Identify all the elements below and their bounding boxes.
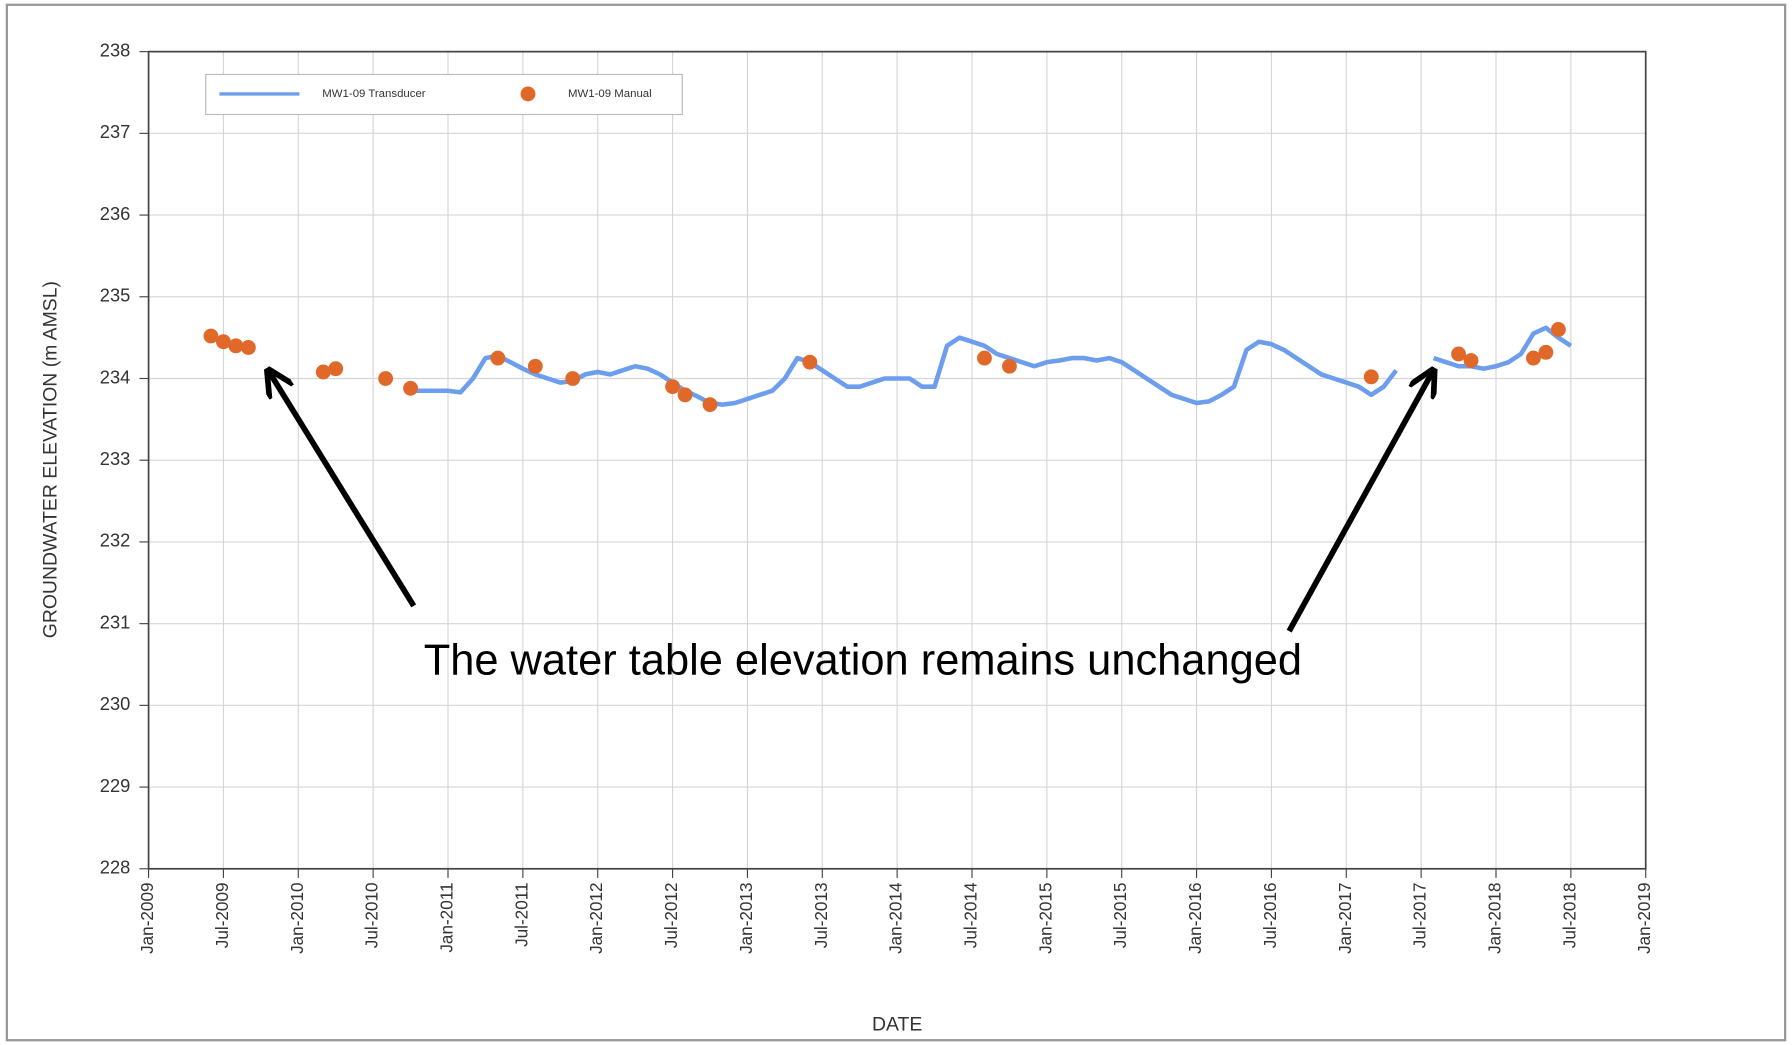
data-point: [702, 397, 718, 413]
data-point: [328, 361, 344, 377]
arrow: [270, 373, 417, 608]
x-tick-label: Jan-2014: [886, 882, 906, 954]
data-point: [1451, 346, 1466, 362]
x-tick-label: Jan-2013: [736, 883, 756, 954]
x-tick-label: Jan-2015: [1035, 883, 1055, 954]
x-tick-label: Jul-2009: [212, 883, 232, 949]
y-tick-label: 238: [100, 39, 130, 60]
y-tick-label: 237: [100, 121, 130, 142]
legend-label: MW1-09 Transducer: [322, 88, 426, 100]
y-tick-label: 236: [100, 203, 130, 224]
y-tick-label: 232: [100, 530, 130, 551]
y-tick-label: 229: [100, 775, 130, 796]
data-point: [665, 379, 680, 395]
x-tick-label: Jan-2012: [586, 883, 606, 954]
data-point: [490, 350, 506, 366]
data-point: [1526, 350, 1541, 366]
x-tick-label: Jan-2018: [1485, 883, 1505, 954]
x-tick-label: Jan-2019: [1634, 883, 1654, 954]
data-point: [203, 328, 219, 344]
x-tick-label: Jan-2010: [287, 883, 307, 954]
x-tick-label: Jul-2013: [811, 883, 831, 949]
y-axis-title: GROUNDWATER ELEVATION (m AMSL): [40, 281, 62, 638]
data-point: [1363, 369, 1379, 385]
data-point: [378, 371, 394, 386]
arrow: [1286, 373, 1432, 633]
grid: [148, 51, 1647, 870]
data-point: [403, 380, 418, 396]
y-tick-label: 231: [100, 611, 130, 632]
x-axis-title: DATE: [872, 1013, 922, 1035]
data-point: [527, 358, 543, 374]
x-tick-label: Jan-2017: [1335, 883, 1355, 954]
data-point: [565, 371, 581, 386]
data-point: [216, 334, 231, 350]
x-tick-label: Jul-2011: [511, 883, 531, 947]
data-point: [677, 387, 693, 403]
data-point: [240, 340, 256, 355]
x-tick-label: Jul-2012: [661, 883, 681, 949]
data-point: [1463, 353, 1479, 368]
y-tick-label: 233: [100, 448, 130, 469]
data-point: [1538, 344, 1554, 360]
x-tick-label: Jan-2011: [437, 883, 457, 953]
annotation: The water table elevation remains unchan…: [424, 637, 1302, 685]
data-point: [1550, 322, 1566, 337]
y-tick-label: 234: [100, 366, 130, 387]
data-point: [977, 350, 992, 366]
x-tick-label: Jan-2016: [1185, 883, 1205, 954]
x-tick-label: Jul-2018: [1559, 883, 1579, 949]
legend: MW1-09 Transducer MW1-09 Manual: [205, 73, 683, 116]
y-tick-label: 228: [100, 857, 130, 878]
frame: [5, 3, 1787, 1042]
x-tick-label: Jul-2015: [1110, 883, 1130, 949]
x-tick-label: Jan-2009: [137, 883, 157, 954]
legend-label: MW1-09 Manual: [568, 88, 652, 100]
plot-marks: [203, 322, 1573, 413]
y-tick-label: 230: [100, 693, 130, 714]
data-point: [228, 338, 244, 354]
x-tick-label: Jul-2014: [961, 882, 981, 948]
axis-labels: 228 229 230 231 232 233 234 235 236 237 238 Jan-200…: [100, 39, 1654, 953]
legend-swatch: [520, 86, 536, 102]
y-tick-label: 235: [100, 285, 130, 306]
data-point: [315, 364, 331, 380]
x-tick-label: Jul-2010: [362, 883, 382, 949]
x-tick-label: Jul-2016: [1260, 883, 1280, 949]
data-point: [802, 354, 818, 370]
data-point: [1002, 358, 1017, 374]
x-tick-label: Jul-2017: [1410, 883, 1430, 949]
